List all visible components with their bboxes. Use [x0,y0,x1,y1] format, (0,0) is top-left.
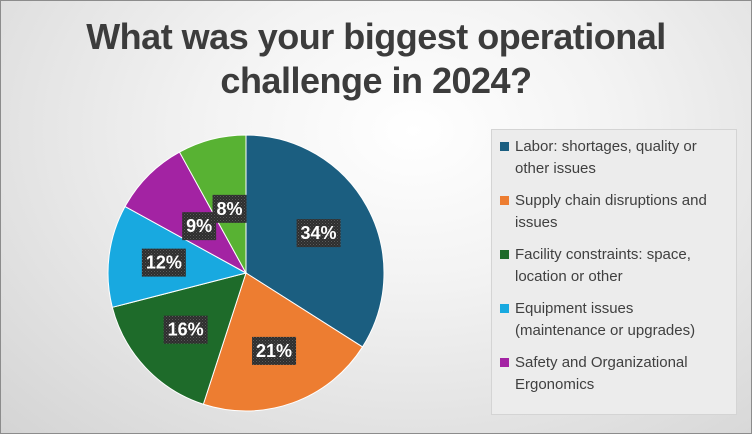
data-label-box [141,248,186,277]
legend-label: Equipment issues (maintenance or upgrade… [515,300,696,339]
data-label-text: 8% [217,199,243,219]
legend-item: Labor: shortages, quality or other issue… [500,136,728,180]
legend-item: Equipment issues (maintenance or upgrade… [500,298,728,342]
legend-label: Safety and Organizational Ergonomics [515,354,688,393]
legend-label: Labor: shortages, quality or other issue… [515,138,697,177]
data-label: 12% [141,248,186,277]
data-label-text: 9% [186,216,212,236]
legend-swatch [500,196,509,205]
legend-item: Safety and Organizational Ergonomics [500,352,728,396]
chart-title: What was your biggest operational challe… [1,15,751,103]
data-label: 34% [296,219,341,248]
data-label-text: 12% [146,253,182,273]
data-label-box [182,212,217,241]
data-label-box [212,194,247,223]
data-label-text: 34% [301,223,337,243]
data-label-text: 21% [256,341,292,361]
data-label-text: 16% [168,320,204,340]
legend-label: Facility constraints: space, location or… [515,246,691,285]
legend-swatch [500,142,509,151]
legend-label: Supply chain disruptions and issues [515,192,707,231]
data-label: 9% [182,212,217,241]
data-label: 16% [163,315,208,344]
pie-data-labels: 34% 21% 16% 12%9%8% [141,194,341,365]
chart-title-line-2: challenge in 2024? [220,60,532,101]
data-label: 21% [252,336,297,365]
legend-item: Supply chain disruptions and issues [500,190,728,234]
legend-item: Facility constraints: space, location or… [500,244,728,288]
legend: Labor: shortages, quality or other issue… [491,129,737,415]
data-label-box [163,315,208,344]
data-label-box [296,219,341,248]
legend-swatch [500,250,509,259]
legend-swatch [500,304,509,313]
chart-title-line-1: What was your biggest operational [86,16,666,57]
data-label-box [252,336,297,365]
legend-swatch [500,358,509,367]
data-label: 8% [212,194,247,223]
